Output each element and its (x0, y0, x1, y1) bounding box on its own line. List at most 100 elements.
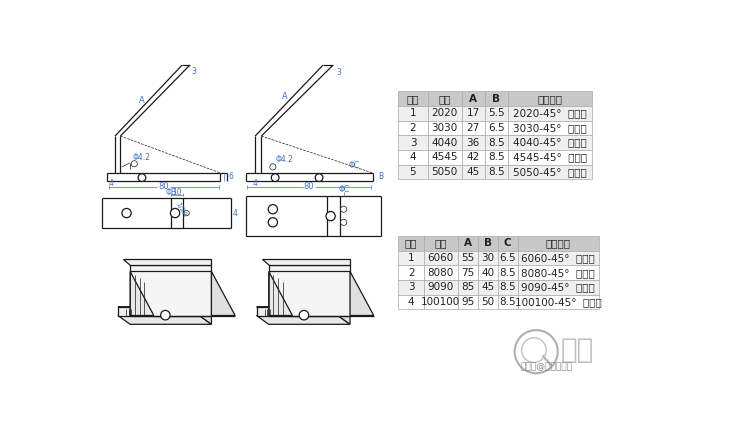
Text: 3030: 3030 (431, 123, 457, 133)
Text: 启域: 启域 (561, 336, 594, 364)
Text: 30: 30 (481, 253, 494, 263)
Circle shape (315, 174, 323, 181)
Text: 4040: 4040 (431, 138, 457, 148)
Bar (427, 150, 462, 164)
Bar (498, 251, 517, 265)
Text: 6060-45°  角支架: 6060-45° 角支架 (521, 253, 595, 263)
Polygon shape (257, 307, 350, 315)
Text: 5: 5 (410, 167, 416, 177)
Text: 3030-45°  角支架: 3030-45° 角支架 (513, 123, 587, 133)
Bar (462, 135, 484, 150)
Bar (398, 265, 424, 280)
Circle shape (161, 310, 170, 320)
Text: 50: 50 (481, 297, 494, 307)
Text: ΦC: ΦC (348, 161, 359, 170)
Text: 5050-45°  角支架: 5050-45° 角支架 (513, 167, 587, 177)
Text: 2020: 2020 (431, 108, 457, 119)
Bar (484, 135, 508, 150)
Bar (398, 92, 427, 106)
Bar (462, 106, 484, 121)
Bar (398, 106, 427, 121)
Text: 80: 80 (303, 182, 315, 191)
Text: 8.5: 8.5 (499, 268, 516, 278)
Text: 3: 3 (192, 67, 197, 76)
Text: 8.5: 8.5 (488, 167, 505, 177)
Text: B: B (378, 172, 383, 181)
Text: 4545-45°  角支架: 4545-45° 角支架 (513, 152, 587, 162)
Text: 6.5: 6.5 (499, 253, 516, 263)
Bar (398, 280, 424, 295)
Text: 80: 80 (158, 182, 169, 191)
Text: 4: 4 (109, 178, 113, 187)
Text: C: C (504, 238, 511, 249)
Text: 5.5: 5.5 (488, 108, 505, 119)
Text: 6060: 6060 (427, 253, 454, 263)
Text: 36: 36 (466, 138, 480, 148)
Circle shape (184, 211, 189, 216)
Bar (517, 280, 599, 295)
Text: 40: 40 (481, 268, 494, 278)
Bar (398, 251, 424, 265)
Bar (517, 251, 599, 265)
Text: 8.5: 8.5 (499, 282, 516, 292)
Circle shape (131, 160, 137, 167)
Circle shape (268, 205, 277, 214)
Text: 2: 2 (408, 268, 415, 278)
Circle shape (299, 310, 309, 320)
Text: Φ4.2: Φ4.2 (276, 155, 294, 163)
Text: 9090: 9090 (427, 282, 454, 292)
Text: 型号: 型号 (435, 238, 447, 249)
Bar (457, 295, 478, 309)
Bar (398, 121, 427, 135)
Bar (508, 106, 593, 121)
Polygon shape (212, 271, 235, 315)
Text: 4545: 4545 (431, 152, 458, 162)
Bar (398, 150, 427, 164)
Bar (457, 251, 478, 265)
Text: 9090-45°  角支架: 9090-45° 角支架 (521, 282, 595, 292)
Text: 8080: 8080 (427, 268, 454, 278)
Circle shape (122, 208, 131, 218)
Bar (427, 135, 462, 150)
Text: 4: 4 (233, 208, 237, 217)
Text: A: A (139, 96, 145, 105)
Circle shape (268, 218, 277, 227)
Bar (508, 164, 593, 179)
Text: 1/2A: 1/2A (175, 201, 188, 218)
Text: 3: 3 (410, 138, 416, 148)
Bar (462, 92, 484, 106)
Bar (484, 164, 508, 179)
Bar (478, 295, 498, 309)
Text: 3: 3 (336, 68, 342, 77)
Bar (508, 135, 593, 150)
Polygon shape (123, 259, 212, 265)
Bar (517, 236, 599, 251)
Text: A: A (282, 92, 288, 101)
Bar (508, 150, 593, 164)
Polygon shape (130, 265, 212, 315)
Text: 序号: 序号 (405, 238, 418, 249)
Bar (478, 265, 498, 280)
Polygon shape (350, 271, 374, 315)
Text: 3: 3 (408, 282, 415, 292)
Text: 型号: 型号 (439, 94, 451, 104)
Bar (478, 280, 498, 295)
Bar (424, 236, 457, 251)
Bar (508, 92, 593, 106)
Circle shape (341, 206, 347, 212)
Text: 100100-45°  角支架: 100100-45° 角支架 (514, 297, 602, 307)
Text: ΦB: ΦB (166, 188, 176, 197)
Bar (498, 265, 517, 280)
Bar (462, 150, 484, 164)
Bar (508, 121, 593, 135)
Text: 10: 10 (173, 188, 182, 197)
Text: 4: 4 (410, 152, 416, 162)
Text: 8.5: 8.5 (488, 138, 505, 148)
Polygon shape (118, 315, 212, 324)
Bar (424, 280, 457, 295)
Bar (427, 121, 462, 135)
Bar (462, 121, 484, 135)
Text: 2020-45°  角支架: 2020-45° 角支架 (513, 108, 587, 119)
Circle shape (138, 174, 146, 181)
Text: ΦC: ΦC (338, 185, 349, 194)
